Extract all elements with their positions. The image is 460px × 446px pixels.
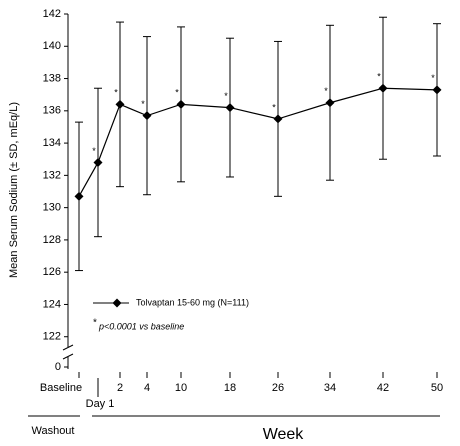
data-point — [325, 98, 335, 108]
significance-marker: * — [431, 73, 435, 83]
significance-marker: * — [114, 88, 118, 98]
y-tick-label: 128 — [43, 234, 61, 246]
y-tick-label: 126 — [43, 266, 61, 278]
x-tick-label: 34 — [324, 382, 336, 394]
x-tick-label: 10 — [175, 382, 187, 394]
y-tick-label: 134 — [43, 137, 61, 149]
significance-marker: * — [92, 146, 96, 156]
data-point — [378, 83, 388, 93]
y-tick-label: 0 — [55, 361, 61, 373]
data-point — [273, 114, 283, 124]
data-point — [176, 99, 186, 109]
y-tick-label: 130 — [43, 202, 61, 214]
y-tick-label: 140 — [43, 40, 61, 52]
x-axis-label: Week — [263, 426, 305, 443]
data-point — [93, 157, 103, 167]
x-tick-label: 18 — [224, 382, 236, 394]
footnote-symbol: * — [93, 318, 97, 329]
significance-marker: * — [377, 72, 381, 82]
axis-break — [62, 344, 74, 351]
significance-marker: * — [175, 88, 179, 98]
x-tick-label: 4 — [144, 382, 150, 394]
footnote: p<0.0001 vs baseline — [98, 321, 184, 331]
significance-marker: * — [324, 86, 328, 96]
x-tick-label: 2 — [117, 382, 123, 394]
data-point — [115, 99, 125, 109]
legend-label: Tolvaptan 15-60 mg (N=111) — [136, 297, 249, 307]
legend-marker — [112, 298, 122, 308]
x-tick-label: Baseline — [40, 382, 82, 394]
data-point — [142, 111, 152, 121]
x-group-label: Washout — [31, 425, 74, 437]
data-point — [74, 191, 84, 201]
y-tick-label: 124 — [43, 298, 61, 310]
data-point — [432, 85, 442, 95]
data-point — [225, 103, 235, 113]
y-tick-label: 136 — [43, 105, 61, 117]
x-tick-label: 42 — [377, 382, 389, 394]
x-tick-label: 26 — [272, 382, 284, 394]
x-tick-label: Day 1 — [86, 398, 115, 410]
significance-marker: * — [224, 91, 228, 101]
significance-marker: * — [141, 99, 145, 109]
y-tick-label: 122 — [43, 331, 61, 343]
series-line — [78, 87, 438, 197]
y-tick-label: 142 — [43, 8, 61, 20]
significance-marker: * — [272, 102, 276, 112]
y-tick-label: 132 — [43, 169, 61, 181]
y-axis-label: Mean Serum Sodium (± SD, mEq/L) — [8, 102, 20, 278]
x-tick-label: 50 — [431, 382, 443, 394]
y-tick-label: 138 — [43, 72, 61, 84]
axis-break — [62, 353, 74, 360]
